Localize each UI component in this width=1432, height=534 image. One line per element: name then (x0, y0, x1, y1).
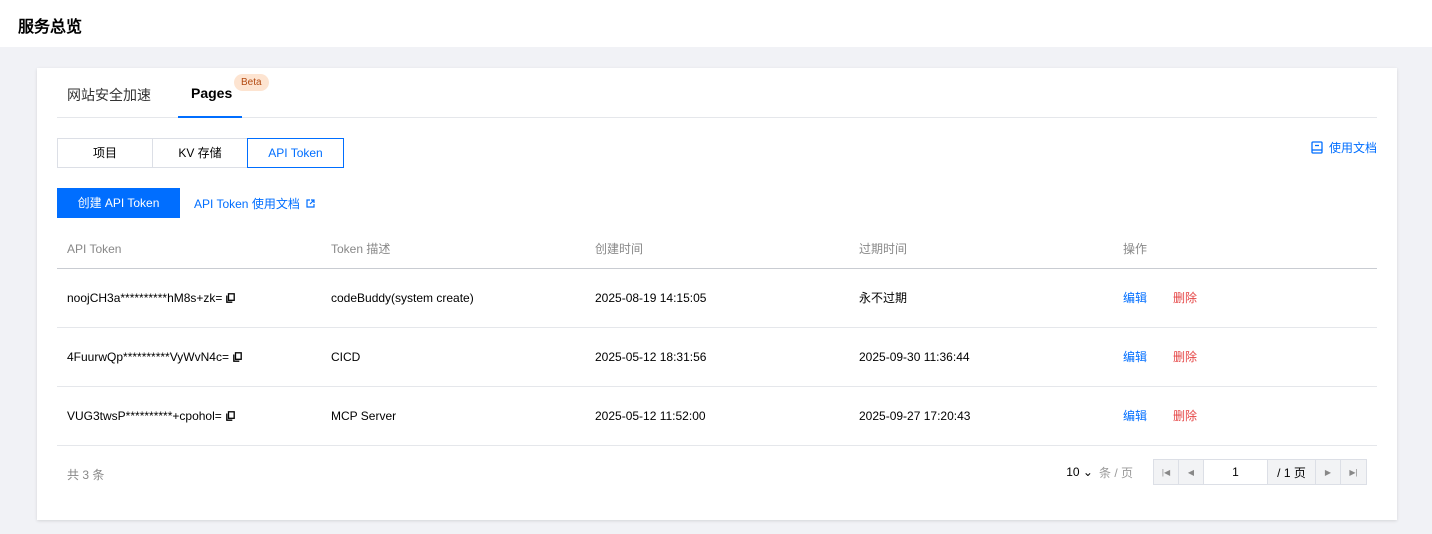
last-page-icon[interactable]: ▶| (1341, 460, 1366, 484)
segment-kv-storage[interactable]: KV 存储 (152, 138, 248, 168)
description-cell: CICD (321, 327, 585, 387)
main-card: 网站安全加速 Pages Beta 项目 KV 存储 API Token 使用文… (37, 68, 1397, 520)
top-bar: 服务总览 (0, 0, 1432, 47)
description-cell: MCP Server (321, 386, 585, 446)
copy-icon[interactable] (226, 293, 236, 304)
col-api-token: API Token (57, 230, 321, 269)
total-count: 共 3 条 (67, 468, 105, 482)
segment-control: 项目 KV 存储 API Token (57, 138, 344, 168)
edit-button[interactable]: 编辑 (1123, 350, 1148, 364)
table-row: VUG3twsP**********+cpohol= MCP Server 20… (57, 386, 1377, 446)
edit-button[interactable]: 编辑 (1123, 291, 1148, 305)
external-link-icon (306, 199, 315, 208)
token-value: VUG3twsP**********+cpohol= (67, 408, 222, 423)
segment-projects[interactable]: 项目 (57, 138, 153, 168)
table-row: noojCH3a**********hM8s+zk= codeBuddy(sys… (57, 268, 1377, 328)
prev-page-icon[interactable]: ◀ (1179, 460, 1204, 484)
segment-api-token[interactable]: API Token (247, 138, 344, 168)
first-page-icon[interactable]: |◀ (1154, 460, 1179, 484)
chevron-down-icon: ⌄ (1082, 465, 1093, 479)
page-input[interactable] (1204, 460, 1268, 484)
delete-button[interactable]: 删除 (1173, 350, 1198, 364)
active-tab-indicator (178, 116, 242, 118)
usage-doc-label: 使用文档 (1328, 141, 1377, 155)
book-icon (1311, 141, 1323, 154)
created-cell: 2025-05-12 11:52:00 (585, 386, 849, 446)
api-token-doc-link[interactable]: API Token 使用文档 (194, 195, 315, 212)
expires-cell: 2025-09-30 11:36:44 (849, 327, 1113, 387)
beta-badge: Beta (234, 74, 269, 91)
tab-bar: 网站安全加速 Pages Beta (57, 68, 1377, 118)
expires-cell: 2025-09-27 17:20:43 (849, 386, 1113, 446)
token-cell: 4FuurwQp**********VyWvN4c= (57, 327, 321, 387)
page-size-value: 10 (1066, 465, 1080, 479)
tab-site-acceleration[interactable]: 网站安全加速 (67, 87, 151, 103)
delete-button[interactable]: 删除 (1173, 409, 1198, 423)
total-pages: / 1 页 (1268, 460, 1316, 484)
col-created: 创建时间 (585, 230, 849, 269)
token-cell: noojCH3a**********hM8s+zk= (57, 268, 321, 328)
token-value: noojCH3a**********hM8s+zk= (67, 290, 223, 305)
col-description: Token 描述 (321, 230, 585, 269)
copy-icon[interactable] (233, 352, 242, 363)
next-page-icon[interactable]: ▶ (1316, 460, 1341, 484)
pager-box: |◀ ◀ / 1 页 ▶ ▶| (1153, 459, 1367, 485)
delete-button[interactable]: 删除 (1173, 291, 1198, 305)
token-cell: VUG3twsP**********+cpohol= (57, 386, 321, 446)
created-cell: 2025-05-12 18:31:56 (585, 327, 849, 387)
token-value: 4FuurwQp**********VyWvN4c= (67, 349, 229, 364)
description-cell: codeBuddy(system create) (321, 268, 585, 328)
page-size-select[interactable]: 10 ⌄ (1066, 465, 1093, 479)
expires-cell: 永不过期 (849, 268, 1113, 328)
page-size-unit: 条 / 页 (1098, 465, 1133, 480)
col-actions: 操作 (1113, 230, 1377, 269)
api-token-doc-label: API Token 使用文档 (194, 197, 300, 211)
pagination: 10 ⌄ 条 / 页 |◀ ◀ / 1 页 ▶ ▶| (1066, 459, 1367, 485)
edit-button[interactable]: 编辑 (1123, 409, 1148, 423)
copy-icon[interactable] (225, 411, 235, 422)
page-title: 服务总览 (18, 19, 83, 36)
tab-pages[interactable]: Pages (191, 85, 233, 101)
api-token-table: API Token Token 描述 创建时间 过期时间 操作 noojCH3a… (57, 230, 1377, 446)
table-row: 4FuurwQp**********VyWvN4c= CICD 2025-05-… (57, 327, 1377, 387)
col-expires: 过期时间 (849, 230, 1113, 269)
actions-cell: 编辑 删除 (1113, 327, 1377, 387)
create-api-token-button[interactable]: 创建 API Token (57, 188, 180, 218)
usage-doc-link[interactable]: 使用文档 (1311, 139, 1377, 156)
actions-cell: 编辑 删除 (1113, 386, 1377, 446)
created-cell: 2025-08-19 14:15:05 (585, 268, 849, 328)
actions-cell: 编辑 删除 (1113, 268, 1377, 328)
